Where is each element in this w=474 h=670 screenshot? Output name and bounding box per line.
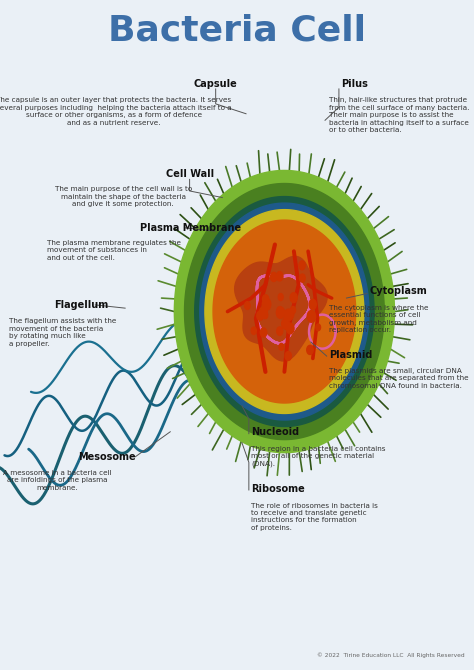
- Polygon shape: [184, 184, 384, 440]
- Text: The flagellum assists with the
movement of the bacteria
by rotating much like
a : The flagellum assists with the movement …: [9, 318, 117, 347]
- Text: The cytoplasm is where the
essential functions of cell
growth, metabolism and
re: The cytoplasm is where the essential fun…: [329, 305, 429, 334]
- Text: The capsule is an outer layer that protects the bacteria. It serves
several purp: The capsule is an outer layer that prote…: [0, 97, 232, 126]
- Text: The main purpose of the cell wall is to
maintain the shape of the bacteria
and g: The main purpose of the cell wall is to …: [55, 186, 192, 207]
- Polygon shape: [213, 220, 356, 403]
- Text: Cell Wall: Cell Wall: [165, 170, 214, 179]
- Circle shape: [276, 307, 284, 318]
- Text: Plasma Membrane: Plasma Membrane: [140, 223, 241, 232]
- Circle shape: [257, 311, 264, 320]
- Circle shape: [271, 272, 277, 281]
- Circle shape: [260, 328, 267, 337]
- Circle shape: [279, 344, 284, 350]
- Circle shape: [259, 307, 267, 318]
- Circle shape: [282, 318, 289, 329]
- Polygon shape: [174, 170, 394, 453]
- Circle shape: [285, 352, 292, 360]
- Circle shape: [290, 293, 297, 303]
- Polygon shape: [200, 203, 369, 420]
- Circle shape: [276, 271, 283, 281]
- Text: Capsule: Capsule: [194, 79, 237, 88]
- Circle shape: [299, 261, 305, 270]
- Text: Flagellum: Flagellum: [55, 300, 109, 310]
- Circle shape: [300, 274, 305, 282]
- Circle shape: [262, 298, 271, 310]
- Text: Pilus: Pilus: [341, 79, 368, 88]
- Circle shape: [251, 327, 256, 334]
- Polygon shape: [195, 196, 374, 427]
- Text: Mesosome: Mesosome: [78, 452, 136, 462]
- Text: Nucleoid: Nucleoid: [251, 427, 300, 437]
- Text: Bacteria Cell: Bacteria Cell: [108, 13, 366, 47]
- Circle shape: [277, 327, 283, 336]
- Text: Ribosome: Ribosome: [251, 484, 305, 494]
- Text: A mesosome in a bacteria cell
are infoldings of the plasma
membrane.: A mesosome in a bacteria cell are infold…: [2, 470, 111, 490]
- Circle shape: [278, 293, 283, 301]
- Text: The plasma membrane regulates the
movement of substances in
and out of the cell.: The plasma membrane regulates the moveme…: [47, 240, 182, 261]
- Polygon shape: [205, 210, 364, 413]
- Circle shape: [263, 312, 268, 319]
- Text: This region in a bacteria cell contains
most or all of the genetic material
(DNA: This region in a bacteria cell contains …: [251, 446, 386, 467]
- Text: The role of ribosomes in bacteria is
to receive and translate genetic
instructio: The role of ribosomes in bacteria is to …: [251, 502, 378, 531]
- Polygon shape: [235, 257, 327, 361]
- Text: Plasmid: Plasmid: [329, 350, 373, 360]
- Circle shape: [263, 295, 269, 304]
- Circle shape: [284, 309, 292, 321]
- Text: © 2022  Tirine Education LLC  All Rights Reserved: © 2022 Tirine Education LLC All Rights R…: [317, 653, 465, 658]
- Circle shape: [316, 324, 320, 331]
- Text: Cytoplasm: Cytoplasm: [370, 287, 428, 296]
- Circle shape: [277, 307, 282, 314]
- Circle shape: [245, 302, 250, 310]
- Circle shape: [307, 345, 313, 354]
- Circle shape: [286, 323, 294, 334]
- Circle shape: [291, 306, 295, 314]
- Text: Thin, hair-like structures that protrude
from the cell surface of many bacteria.: Thin, hair-like structures that protrude…: [329, 97, 470, 133]
- Circle shape: [287, 310, 294, 319]
- Circle shape: [307, 310, 316, 322]
- Circle shape: [309, 299, 316, 310]
- Text: The plasmids are small, circular DNA
molecules that are separated from the
chrom: The plasmids are small, circular DNA mol…: [329, 368, 469, 389]
